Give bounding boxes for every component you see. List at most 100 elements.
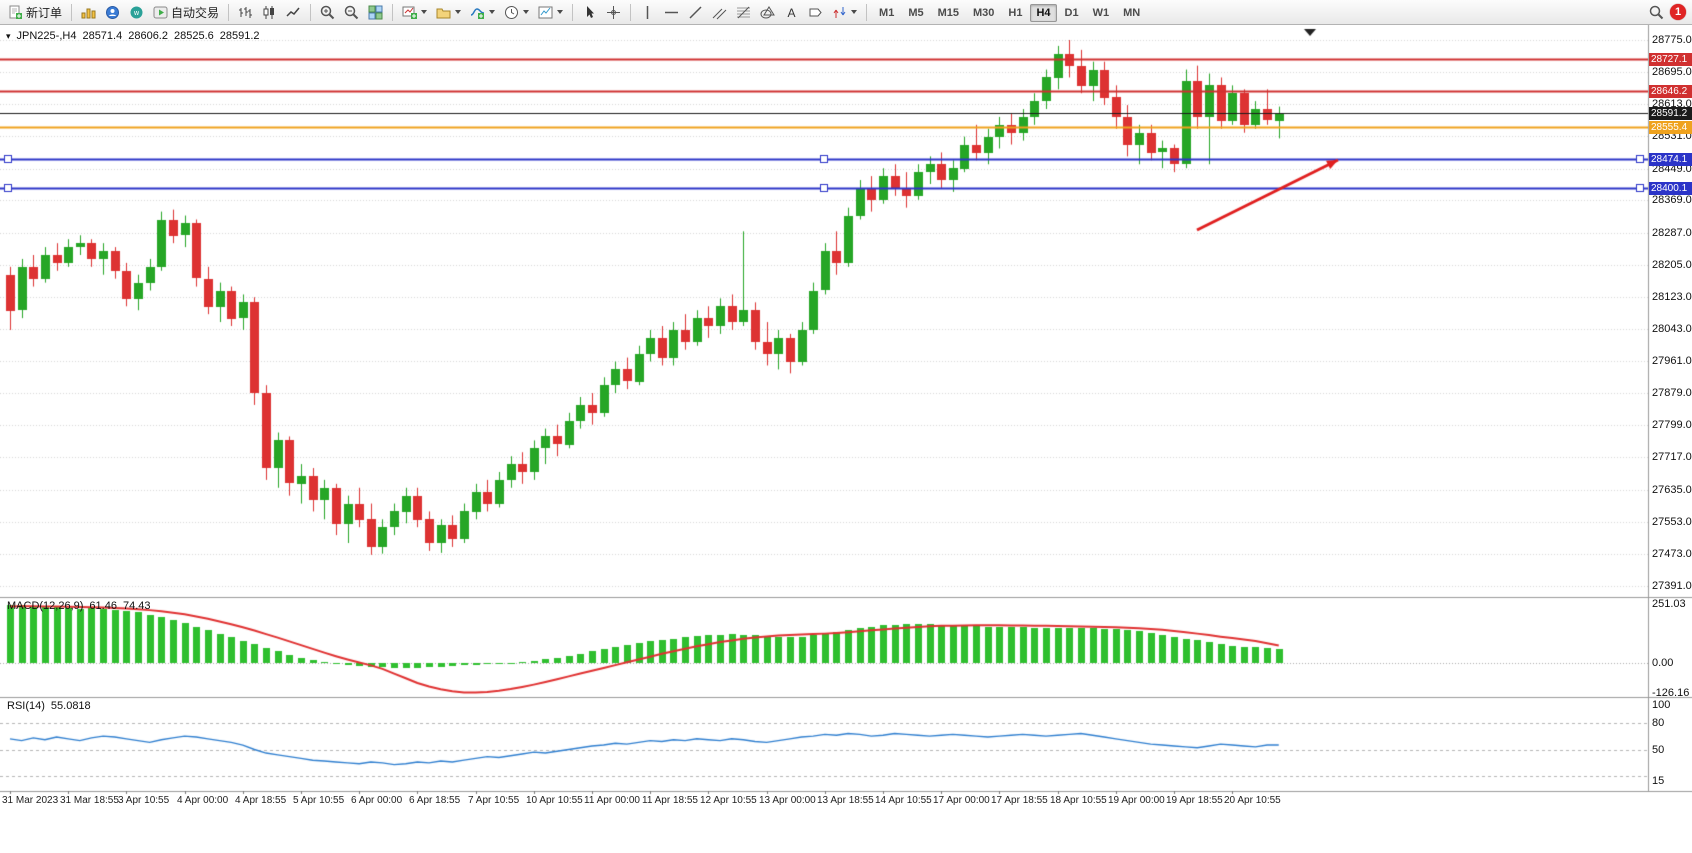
dropdown-caret-icon xyxy=(455,10,462,14)
period-button-h4[interactable]: H4 xyxy=(1030,4,1057,22)
ohlc-high: 28606.2 xyxy=(128,30,168,42)
period-button-m30[interactable]: M30 xyxy=(973,7,995,19)
toolbar-separator xyxy=(572,3,574,21)
new-chart-button[interactable] xyxy=(398,2,431,23)
toolbar-separator xyxy=(866,3,868,21)
toolbar-right-group: 1 xyxy=(1649,4,1688,20)
period-button-w1[interactable]: W1 xyxy=(1092,7,1110,19)
indicators-button[interactable] xyxy=(466,2,499,23)
rsi-name: RSI(14) xyxy=(7,700,45,712)
tile-windows-button[interactable] xyxy=(364,2,387,23)
toolbar-separator xyxy=(310,3,312,21)
crosshair-icon xyxy=(606,5,621,20)
text-icon: A xyxy=(784,5,799,20)
cursor-icon xyxy=(582,5,597,20)
period-button-mn[interactable]: MN xyxy=(1123,7,1141,19)
chart-symbol-label: ▾ JPN225-,H4 28571.4 28606.2 28525.6 285… xyxy=(6,30,260,42)
arrows-button[interactable] xyxy=(828,2,861,23)
dropdown-caret-icon xyxy=(421,10,428,14)
svg-text:A: A xyxy=(788,6,796,20)
zoom-in-button[interactable] xyxy=(316,2,339,23)
ohlc-open: 28571.4 xyxy=(82,30,123,42)
fibonacci-icon xyxy=(736,5,751,20)
crosshair-button[interactable] xyxy=(602,2,625,23)
toolbar: 新订单 w 自动交易 A xyxy=(0,0,1692,25)
toolbar-separator xyxy=(71,3,73,21)
profile-button[interactable] xyxy=(101,2,124,23)
periods-menu-button[interactable] xyxy=(500,2,533,23)
search-icon[interactable] xyxy=(1649,5,1664,20)
notification-badge[interactable]: 1 xyxy=(1670,4,1686,20)
rsi-label: RSI(14) 55.0818 xyxy=(7,700,91,712)
line-chart-icon xyxy=(286,5,301,20)
period-button-m1[interactable]: M1 xyxy=(879,7,895,19)
profile-icon xyxy=(105,5,120,20)
autotrade-icon xyxy=(153,5,168,20)
new-order-button[interactable]: 新订单 xyxy=(4,2,66,23)
zoom-out-button[interactable] xyxy=(340,2,363,23)
period-button-d1[interactable]: D1 xyxy=(1064,7,1079,19)
chart-menu-icon[interactable]: ▾ xyxy=(6,30,11,41)
trendline-icon xyxy=(688,5,703,20)
timeframe-buttons: M1 M5 M15 M30 H1 H4 D1 W1 MN xyxy=(872,3,1147,22)
shapes-button[interactable] xyxy=(756,2,779,23)
new-order-icon xyxy=(8,5,23,20)
dropdown-caret-icon xyxy=(489,10,496,14)
macd-main-value: 61.46 xyxy=(89,600,117,612)
bar-chart-icon xyxy=(238,5,253,20)
candlestick-chart-icon xyxy=(262,5,277,20)
candle-chart-type-button[interactable] xyxy=(258,2,281,23)
macd-signal-value: 74.43 xyxy=(122,600,151,612)
toolbar-separator xyxy=(228,3,230,21)
period-button-h1[interactable]: H1 xyxy=(1008,7,1023,19)
profiles-folder-icon xyxy=(436,5,451,20)
new-chart-icon xyxy=(402,5,418,20)
charts-icon xyxy=(81,5,96,20)
arrows-icon xyxy=(832,5,847,20)
bar-chart-type-button[interactable] xyxy=(234,2,257,23)
horizontal-line-button[interactable] xyxy=(660,2,683,23)
fibonacci-button[interactable] xyxy=(732,2,755,23)
autotrade-label: 自动交易 xyxy=(171,5,220,20)
new-order-label: 新订单 xyxy=(26,5,63,20)
symbol-period-text: JPN225-,H4 xyxy=(16,30,77,42)
tile-windows-icon xyxy=(368,5,383,20)
channel-icon xyxy=(712,5,727,20)
chart-region: ▾ JPN225-,H4 28571.4 28606.2 28525.6 285… xyxy=(0,25,1692,853)
zoom-out-icon xyxy=(344,5,359,20)
dropdown-caret-icon xyxy=(557,10,564,14)
indicators-icon xyxy=(470,5,485,20)
text-button[interactable]: A xyxy=(780,2,803,23)
macd-name: MACD(12,26,9) xyxy=(7,600,84,612)
vertical-line-icon xyxy=(640,5,655,20)
zoom-in-icon xyxy=(320,5,335,20)
clock-icon xyxy=(504,5,519,20)
trendline-button[interactable] xyxy=(684,2,707,23)
toolbar-separator xyxy=(392,3,394,21)
shapes-icon xyxy=(760,5,775,20)
community-button[interactable]: w xyxy=(125,2,148,23)
community-icon: w xyxy=(129,5,144,20)
cursor-button[interactable] xyxy=(578,2,601,23)
text-label-button[interactable] xyxy=(804,2,827,23)
period-button-m5[interactable]: M5 xyxy=(908,7,924,19)
ohlc-low: 28525.6 xyxy=(173,30,214,42)
profiles-button[interactable] xyxy=(432,2,465,23)
dropdown-caret-icon xyxy=(851,10,858,14)
period-button-m15[interactable]: M15 xyxy=(937,7,959,19)
templates-button[interactable] xyxy=(534,2,567,23)
line-chart-type-button[interactable] xyxy=(282,2,305,23)
label-tag-icon xyxy=(808,5,823,20)
template-icon xyxy=(538,5,553,20)
dropdown-caret-icon xyxy=(523,10,530,14)
rsi-value: 55.0818 xyxy=(50,700,91,712)
macd-label: MACD(12,26,9) 61.46 74.43 xyxy=(7,600,150,612)
horizontal-line-icon xyxy=(664,5,679,20)
vertical-line-button[interactable] xyxy=(636,2,659,23)
autotrade-button[interactable]: 自动交易 xyxy=(149,2,223,23)
channel-button[interactable] xyxy=(708,2,731,23)
charts-button[interactable] xyxy=(77,2,100,23)
chart-canvas[interactable] xyxy=(0,25,1692,853)
toolbar-separator xyxy=(630,3,632,21)
